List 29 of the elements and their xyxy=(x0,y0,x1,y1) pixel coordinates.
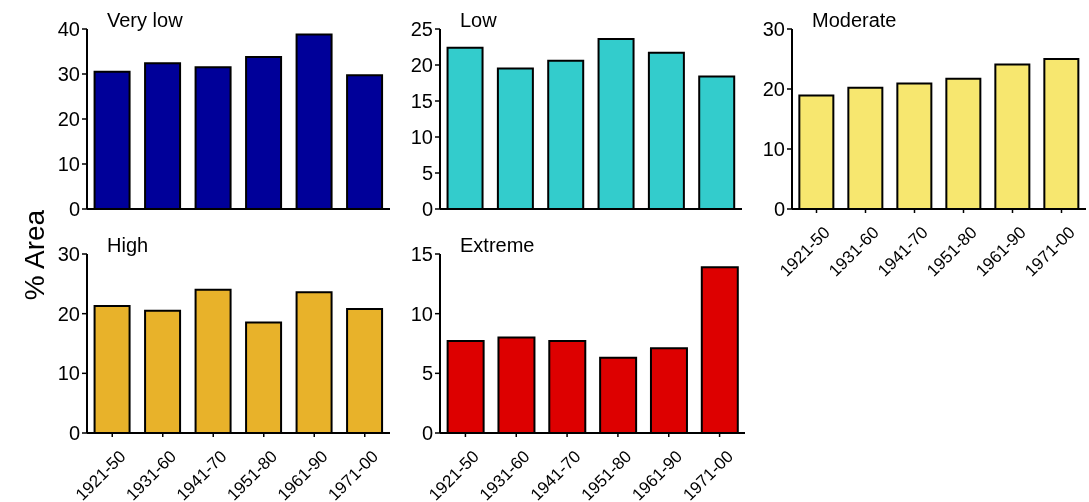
y-tick-label: 10 xyxy=(410,126,433,149)
y-tick-label: 10 xyxy=(762,138,785,161)
y-tick-label: 25 xyxy=(410,18,433,41)
y-tick-label: 5 xyxy=(421,162,433,185)
chart-title: Low xyxy=(460,9,497,32)
y-tick-label: 0 xyxy=(421,422,433,445)
y-tick-label: 15 xyxy=(410,243,433,266)
y-tick-label: 10 xyxy=(57,153,80,176)
y-tick-label: 30 xyxy=(762,18,785,41)
y-tick-label: 0 xyxy=(773,198,785,221)
y-tick-label: 30 xyxy=(57,243,80,266)
y-tick-label: 5 xyxy=(421,362,433,385)
y-tick-label: 15 xyxy=(410,90,433,113)
y-tick-label: 20 xyxy=(57,302,80,325)
y-tick-label: 20 xyxy=(57,108,80,131)
y-tick-label: 30 xyxy=(57,63,80,86)
y-tick-label: 10 xyxy=(410,302,433,325)
chart-title: Extreme xyxy=(460,234,535,257)
y-axis-title: % Area xyxy=(19,209,51,301)
y-tick-label: 20 xyxy=(410,54,433,77)
y-tick-label: 0 xyxy=(421,198,433,221)
y-tick-label: 10 xyxy=(57,362,80,385)
y-tick-label: 40 xyxy=(57,18,80,41)
chart-title: Moderate xyxy=(812,9,897,32)
y-tick-label: 20 xyxy=(762,78,785,101)
chart-title: High xyxy=(107,234,149,257)
y-tick-label: 0 xyxy=(68,422,80,445)
y-tick-label: 0 xyxy=(68,198,80,221)
chart-title: Very low xyxy=(107,9,183,32)
